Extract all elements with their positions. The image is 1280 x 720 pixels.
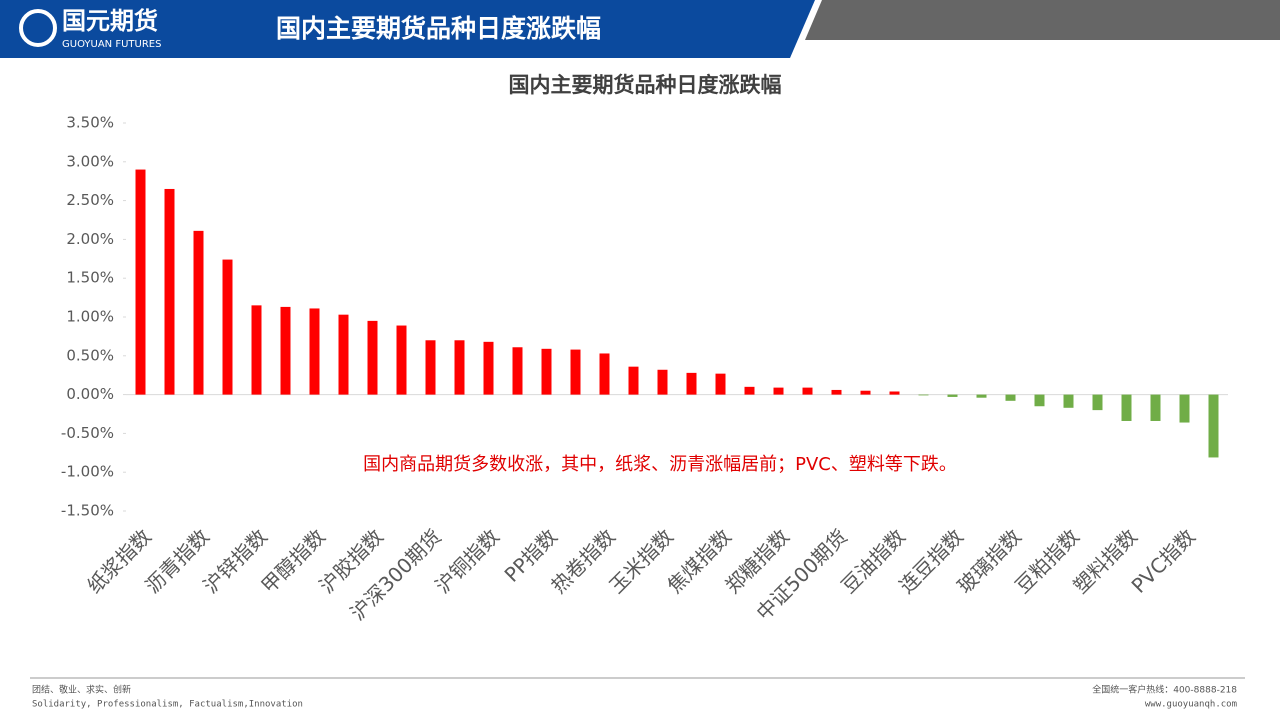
- y-tick-label: 2.50%: [66, 191, 114, 209]
- x-tick-label: 豆油指数: [836, 524, 910, 598]
- bar: [164, 188, 175, 395]
- x-tick-label: 沪锌指数: [198, 524, 272, 598]
- bar: [860, 390, 871, 395]
- bar: [1150, 394, 1161, 421]
- bar: [1208, 394, 1219, 458]
- bar: [657, 369, 668, 395]
- y-tick-label: 0.50%: [66, 346, 114, 364]
- x-tick-label: 玻璃指数: [952, 524, 1026, 598]
- bar: [483, 341, 494, 395]
- annotation: 国内商品期货多数收涨，其中，纸浆、沥青涨幅居前；PVC、塑料等下跌。: [363, 454, 957, 475]
- bar: [1121, 394, 1132, 421]
- x-tick-label: 豆粕指数: [1010, 524, 1084, 598]
- chart-title: 国内主要期货品种日度涨跌幅: [509, 73, 782, 97]
- header-title: 国内主要期货品种日度涨跌幅: [276, 14, 601, 43]
- bar: [918, 394, 929, 396]
- bar: [1005, 394, 1016, 401]
- bar: [309, 308, 320, 395]
- x-tick-label: 连豆指数: [894, 524, 968, 598]
- header-band: [0, 0, 815, 58]
- bar: [454, 340, 465, 395]
- bar: [1092, 394, 1103, 411]
- x-tick-label: 焦煤指数: [662, 524, 736, 598]
- x-tick-label: 纸浆指数: [82, 524, 156, 598]
- x-tick-label: 热卷指数: [546, 524, 620, 598]
- y-tick-label: -1.00%: [61, 463, 114, 481]
- bar: [570, 349, 581, 395]
- y-tick-label: 2.00%: [66, 230, 114, 248]
- bar: [338, 314, 349, 395]
- bar: [599, 353, 610, 395]
- bar: [1034, 394, 1045, 407]
- x-tick-label: 甲醇指数: [256, 524, 330, 598]
- x-tick-label: PVC指数: [1127, 524, 1200, 597]
- plot: -1.50% -1.00% -0.50% 0.00% 0.50% 1.00% 1.50% 2.…: [61, 114, 1228, 625]
- bar: [541, 348, 552, 395]
- bar: [251, 305, 262, 395]
- bar: [773, 387, 784, 395]
- bar: [744, 386, 755, 395]
- logo-sub: GUOYUAN FUTURES: [62, 39, 161, 50]
- y-tick-label: 3.50%: [66, 114, 114, 132]
- footer-site: www.guoyuanqh.com: [1145, 700, 1237, 710]
- bar: [512, 347, 523, 395]
- bar: [425, 340, 436, 395]
- y-tick-label: 1.00%: [66, 308, 114, 326]
- x-tick-label: 玉米指数: [604, 524, 678, 598]
- y-tick-label: 3.00%: [66, 152, 114, 170]
- x-tick-label: 沪铜指数: [430, 524, 504, 598]
- bar: [628, 366, 639, 395]
- bar: [889, 391, 900, 395]
- bar: [1063, 394, 1074, 408]
- bar: [715, 373, 726, 395]
- bar: [686, 372, 697, 395]
- bar: [1179, 394, 1190, 423]
- bar: [367, 320, 378, 395]
- logo-icon: [19, 9, 57, 47]
- footer-motto-en: Solidarity, Professionalism, Factualism,…: [32, 700, 303, 710]
- bar: [831, 389, 842, 395]
- bar: [976, 394, 987, 398]
- bar: [802, 387, 813, 395]
- y-tick-label: -1.50%: [61, 502, 114, 520]
- x-tick-label: 沥青指数: [140, 524, 214, 598]
- bar: [135, 169, 146, 395]
- x-tick-label: 塑料指数: [1068, 524, 1142, 598]
- y-tick-label: 1.50%: [66, 269, 114, 287]
- header-gray: [805, 0, 1280, 40]
- bar: [193, 230, 204, 395]
- footer-motto: 团结、敬业、求实、创新: [32, 684, 131, 696]
- bar: [947, 394, 958, 397]
- logo-name: 国元期货: [62, 7, 158, 35]
- bar: [222, 259, 233, 395]
- y-tick-label: 0.00%: [66, 385, 114, 403]
- footer-hotline: 全国统一客户热线：400-8888-218: [1092, 684, 1237, 696]
- bar: [396, 325, 407, 395]
- bar: [280, 306, 291, 395]
- y-tick-label: -0.50%: [61, 424, 114, 442]
